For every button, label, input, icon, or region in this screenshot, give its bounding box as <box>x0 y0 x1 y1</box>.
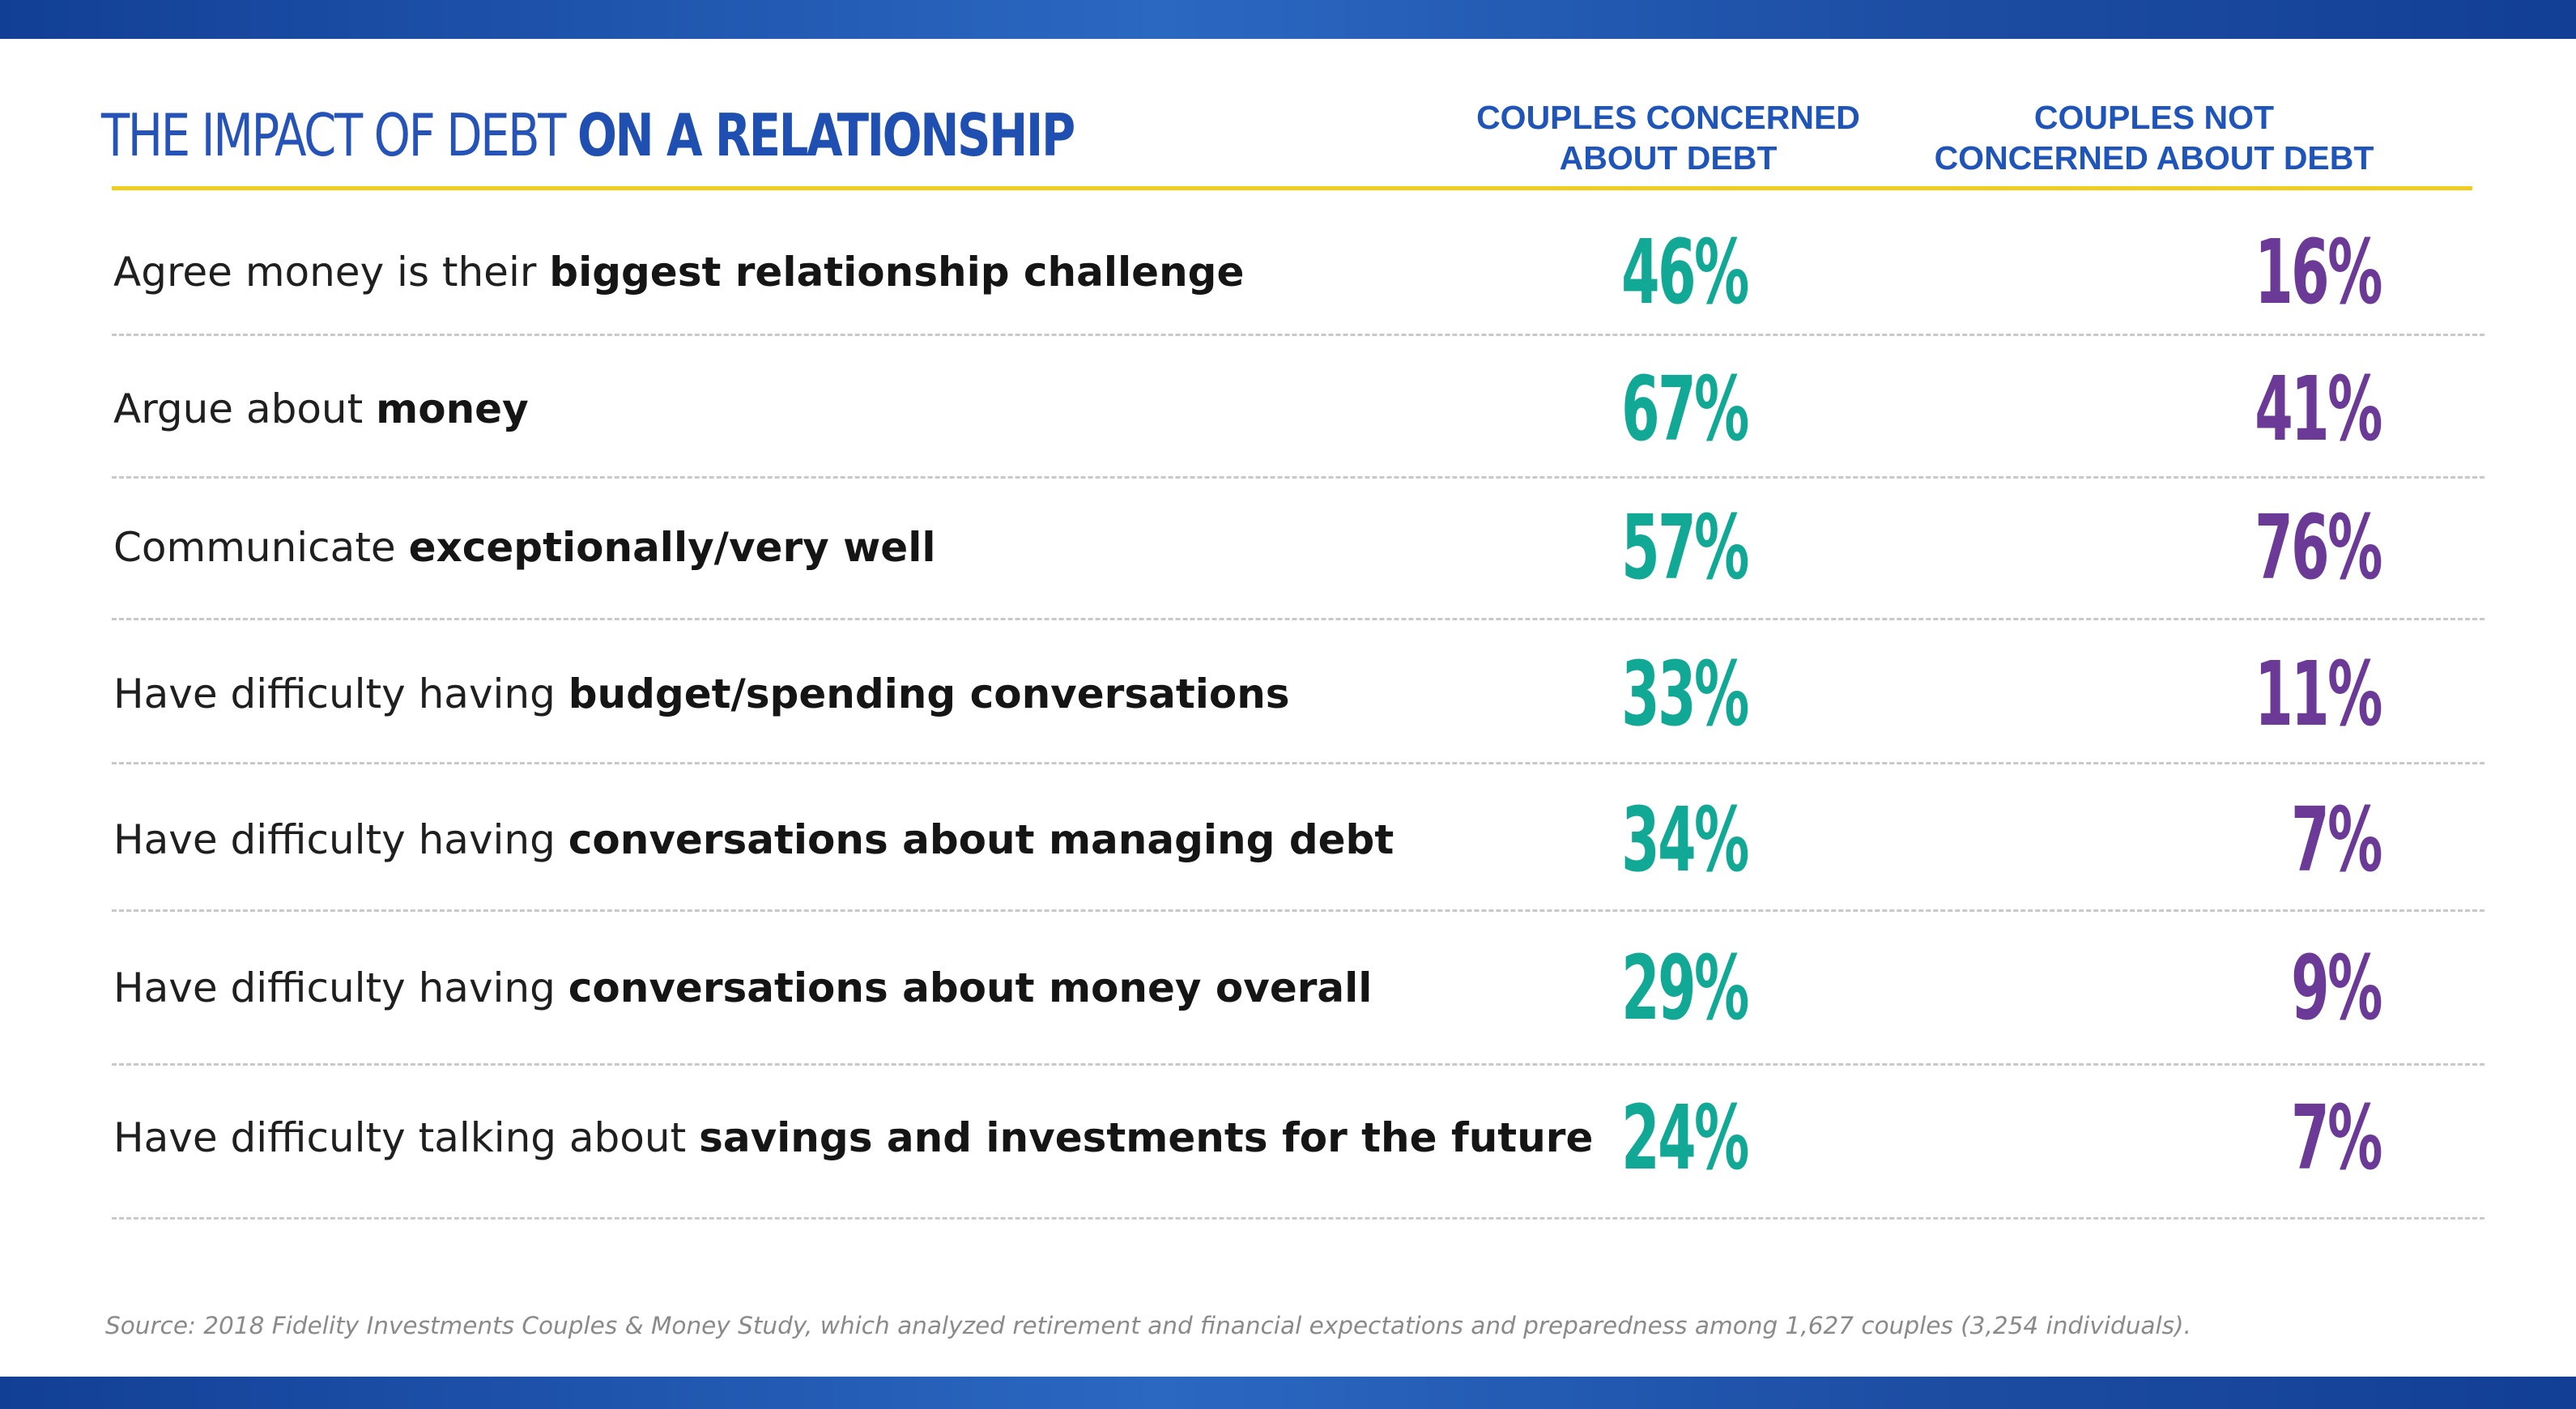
source-note: Source: 2018 Fidelity Investments Couple… <box>105 1312 2191 1339</box>
row-divider <box>112 762 2484 764</box>
header-divider <box>112 186 2472 190</box>
value-not-concerned: 7% <box>2291 788 2382 892</box>
row-label-emphasis: money <box>376 385 529 432</box>
value-concerned: 33% <box>1621 642 1749 746</box>
row-label: Have difficulty talking about savings an… <box>113 1089 1593 1186</box>
title-light-part: THE IMPACT OF DEBT <box>101 101 577 169</box>
row-label-text: Argue about <box>113 385 377 432</box>
column-header-concerned: COUPLES CONCERNED ABOUT DEBT <box>1441 97 1895 178</box>
value-concerned: 29% <box>1621 936 1749 1040</box>
top-banner <box>0 0 2576 39</box>
row-label-text: Have difficulty talking about <box>113 1114 700 1161</box>
row-label: Have difficulty having conversations abo… <box>113 791 1394 888</box>
row-label-emphasis: biggest relationship challenge <box>549 249 1245 296</box>
row-label: Communicate exceptionally/very well <box>113 499 935 596</box>
chart-title: THE IMPACT OF DEBT ON A RELATIONSHIP <box>101 91 1075 180</box>
row-divider <box>112 618 2484 620</box>
column-header-concerned-line1: COUPLES CONCERNED <box>1476 99 1860 136</box>
value-not-concerned: 9% <box>2291 936 2382 1040</box>
row-label-text: Have difficulty having <box>113 816 568 863</box>
value-not-concerned: 16% <box>2255 220 2382 324</box>
table-row: Argue about money 67% 41% <box>0 360 2576 458</box>
column-header-not-concerned-line2: CONCERNED ABOUT DEBT <box>1934 139 2374 177</box>
row-label-emphasis: savings and investments for the future <box>699 1114 1594 1161</box>
row-divider <box>112 334 2484 336</box>
row-label-emphasis: conversations about money overall <box>568 964 1373 1011</box>
value-concerned: 24% <box>1621 1086 1749 1190</box>
row-divider <box>112 476 2484 479</box>
title-bold-part: ON A RELATIONSHIP <box>577 101 1075 169</box>
row-label-emphasis: exceptionally/very well <box>408 524 936 571</box>
table-row: Have difficulty having conversations abo… <box>0 791 2576 888</box>
row-label: Have difficulty having budget/spending c… <box>113 645 1290 743</box>
row-divider <box>112 909 2484 912</box>
value-not-concerned: 11% <box>2255 642 2382 746</box>
row-label-text: Have difficulty having <box>113 964 568 1011</box>
value-not-concerned: 76% <box>2255 496 2382 599</box>
value-concerned: 57% <box>1621 496 1749 599</box>
row-label: Agree money is their biggest relationshi… <box>113 223 1244 321</box>
row-label-emphasis: budget/spending conversations <box>568 670 1290 717</box>
value-concerned: 34% <box>1621 788 1749 892</box>
row-label-text: Agree money is their <box>113 249 550 296</box>
column-header-not-concerned-line1: COUPLES NOT <box>2033 99 2275 136</box>
table-row: Communicate exceptionally/very well 57% 76… <box>0 499 2576 596</box>
row-label-text: Communicate <box>113 524 409 571</box>
column-header-concerned-line2: ABOUT DEBT <box>1559 139 1778 177</box>
row-label: Have difficulty having conversations abo… <box>113 939 1372 1037</box>
bottom-banner <box>0 1377 2576 1409</box>
value-not-concerned: 41% <box>2255 357 2382 461</box>
row-divider <box>112 1063 2484 1066</box>
table-row: Have difficulty having budget/spending c… <box>0 645 2576 743</box>
row-label-text: Have difficulty having <box>113 670 568 717</box>
row-label-emphasis: conversations about managing debt <box>568 816 1394 863</box>
table-row: Agree money is their biggest relationshi… <box>0 223 2576 321</box>
table-row: Have difficulty talking about savings an… <box>0 1089 2576 1186</box>
table-row: Have difficulty having conversations abo… <box>0 939 2576 1037</box>
value-not-concerned: 7% <box>2291 1086 2382 1190</box>
row-divider <box>112 1217 2484 1220</box>
column-header-not-concerned: COUPLES NOT CONCERNED ABOUT DEBT <box>1927 97 2381 178</box>
value-concerned: 46% <box>1621 220 1749 324</box>
value-concerned: 67% <box>1621 357 1749 461</box>
row-label: Argue about money <box>113 360 529 458</box>
